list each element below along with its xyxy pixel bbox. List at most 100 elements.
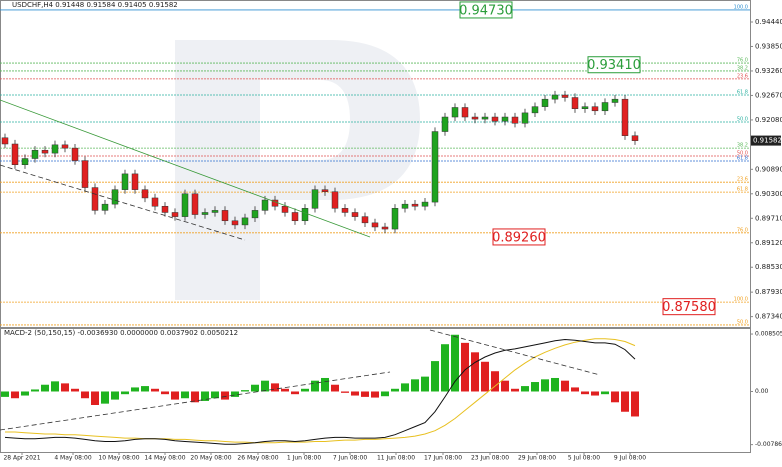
x-tick-label: 5 Jul 08:00 xyxy=(568,455,600,462)
histogram-bar xyxy=(361,391,369,397)
target-label: 0.94730 xyxy=(459,3,513,18)
histogram-bar xyxy=(241,390,249,392)
trend-line xyxy=(0,371,391,431)
histogram-bar xyxy=(491,371,499,392)
histogram-bar xyxy=(371,391,379,398)
candle-body xyxy=(91,187,99,211)
candle-body xyxy=(151,197,159,207)
x-tick-label: 23 Jun 08:00 xyxy=(471,455,509,462)
last-price-label: 0.91582 xyxy=(753,137,782,145)
candle-body xyxy=(31,149,39,159)
watermark xyxy=(175,40,420,300)
histogram-bar xyxy=(501,380,509,392)
candle-body xyxy=(421,201,429,207)
target-box xyxy=(492,228,546,246)
histogram-bar xyxy=(411,379,419,392)
candle-body xyxy=(141,189,149,199)
candle-body xyxy=(601,102,609,112)
histogram-bar xyxy=(231,391,239,397)
histogram-bar xyxy=(281,388,289,392)
candle-body xyxy=(561,94,569,98)
histogram-bar xyxy=(351,391,359,396)
candle-body xyxy=(301,208,309,222)
candle-body xyxy=(401,203,409,209)
candle-body xyxy=(381,226,389,230)
trend-line xyxy=(0,164,246,241)
candle-body xyxy=(211,210,219,213)
trend-line xyxy=(0,99,371,238)
fib-label: 100.0 xyxy=(734,297,748,303)
histogram-bar xyxy=(481,361,489,392)
x-tick-label: 4 May 08:00 xyxy=(54,455,92,462)
candle-body xyxy=(391,208,399,230)
histogram-bar xyxy=(11,391,19,399)
y-tick-label: 0.90300 xyxy=(755,190,782,198)
fib-label: 23.6 xyxy=(737,73,748,79)
histogram-bar xyxy=(331,384,339,392)
fib-label: 50.0 xyxy=(737,319,748,325)
candle-body xyxy=(551,94,559,100)
candle-body xyxy=(341,208,349,213)
histogram-bar xyxy=(511,388,519,392)
y-tick-label: 0.92080 xyxy=(755,116,782,124)
histogram-bar xyxy=(51,381,59,392)
histogram-bar xyxy=(41,384,49,392)
candle-body xyxy=(411,203,419,207)
histogram-bar xyxy=(401,383,409,392)
indicator-title: MACD-2 (50,150,15) -0.0036930 0.0000000 … xyxy=(4,329,238,337)
x-tick-label: 9 Jul 08:00 xyxy=(614,455,646,462)
last-price-box xyxy=(751,135,781,146)
candle-body xyxy=(491,116,499,122)
candle-body xyxy=(1,137,9,145)
histogram-bar xyxy=(291,391,299,395)
x-tick-label: 14 May 08:00 xyxy=(144,455,185,462)
candle-body xyxy=(581,106,589,109)
target-label: 0.93410 xyxy=(587,58,641,73)
y-tick-label: 0.92670 xyxy=(755,91,782,99)
histogram-bar xyxy=(191,391,199,403)
histogram-bar xyxy=(591,391,599,396)
histogram-bar xyxy=(561,380,569,392)
y-tick-label: 0.87340 xyxy=(755,313,782,321)
candle-body xyxy=(121,173,129,190)
candle-body xyxy=(351,212,359,217)
fib-label: 61.8 xyxy=(737,187,748,193)
y-tick-label: 0.89120 xyxy=(755,239,782,247)
candle-body xyxy=(11,143,19,165)
candle-body xyxy=(321,189,329,192)
y-tick-label: 0.88530 xyxy=(755,263,782,271)
candle-body xyxy=(481,116,489,120)
candle-body xyxy=(611,98,619,103)
candle-body xyxy=(451,107,459,118)
chart-title: USDCHF,H4 0.91448 0.91584 0.91405 0.9158… xyxy=(12,1,178,9)
histogram-bar xyxy=(251,384,259,392)
histogram-bar xyxy=(551,377,559,392)
candle-body xyxy=(471,116,479,120)
x-tick-label: 10 May 08:00 xyxy=(98,455,139,462)
histogram-bar xyxy=(211,391,219,399)
candle-body xyxy=(461,107,469,118)
histogram-bar xyxy=(271,383,279,392)
histogram-bar xyxy=(471,352,479,392)
candle-body xyxy=(621,98,629,136)
histogram-bar xyxy=(221,391,229,400)
candle-body xyxy=(281,205,289,213)
histogram-bar xyxy=(91,391,99,405)
x-tick-label: 28 Apr 2021 xyxy=(3,455,40,462)
histogram-bar xyxy=(201,391,209,401)
candle-body xyxy=(221,210,229,222)
candle-body xyxy=(511,116,519,124)
fib-label: 76.0 xyxy=(737,58,748,64)
candle-body xyxy=(71,147,79,161)
candle-body xyxy=(441,116,449,132)
x-tick-label: 1 Jun 08:00 xyxy=(287,455,321,462)
histogram-bar xyxy=(101,391,109,404)
fib-label: 100.0 xyxy=(734,4,748,10)
histogram-bar xyxy=(301,388,309,392)
histogram-bar xyxy=(571,387,579,392)
histogram-bar xyxy=(171,391,179,400)
histogram-bar xyxy=(541,379,549,392)
trend-line xyxy=(429,329,601,376)
histogram-bar xyxy=(311,380,319,392)
